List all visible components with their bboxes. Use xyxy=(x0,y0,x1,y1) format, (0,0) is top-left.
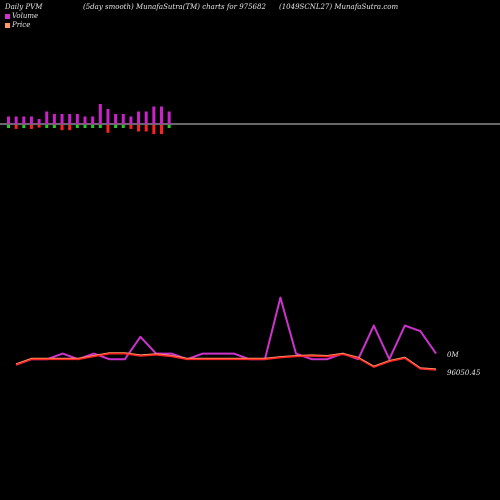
legend-volume: Volume xyxy=(5,12,38,20)
volume-bar-base xyxy=(106,125,110,133)
price-line xyxy=(15,352,437,371)
volume-bar-base xyxy=(75,125,79,128)
volume-bar-base xyxy=(7,125,10,128)
legend-volume-swatch xyxy=(5,13,10,19)
volume-bars xyxy=(7,104,171,135)
volume-bar xyxy=(152,106,156,124)
volume-bar xyxy=(137,111,141,124)
volume-bar-base xyxy=(52,125,56,128)
volume-bar xyxy=(45,111,49,124)
line-series xyxy=(15,296,437,371)
volume-bar-base xyxy=(83,125,87,128)
volume-bar xyxy=(121,114,125,124)
header-title: (5day smooth) MunafaSutra(TM) charts for… xyxy=(83,3,266,11)
volume-bar-base xyxy=(144,125,148,132)
volume-bar-base xyxy=(60,125,64,131)
volume-bar-base xyxy=(152,125,156,135)
legend-price: Price xyxy=(5,21,30,29)
volume-bar xyxy=(75,114,79,124)
volume-now-label: 0M xyxy=(447,351,459,359)
volume-bar-base xyxy=(37,125,41,128)
volume-bar-base xyxy=(68,125,72,131)
volume-bar xyxy=(83,116,87,124)
volume-bar xyxy=(29,116,33,124)
volume-bar-base xyxy=(167,125,171,128)
legend-price-label: Price xyxy=(12,21,31,29)
legend-price-swatch xyxy=(5,22,10,28)
volume-bar xyxy=(167,111,171,124)
volume-bar xyxy=(14,116,18,124)
volume-bar xyxy=(7,116,10,124)
header-right: (1049SCNL27) MunafaSutra.com xyxy=(279,3,399,11)
price-now-label: 96050.45 xyxy=(447,369,481,377)
volume-bar xyxy=(160,106,163,124)
volume-bar-base xyxy=(45,125,49,128)
volume-bar xyxy=(114,114,118,124)
volume-bar-base xyxy=(91,125,95,128)
volume-bar-base xyxy=(160,125,163,135)
volume-bar xyxy=(37,119,41,124)
legend-volume-label: Volume xyxy=(12,12,39,20)
volume-bar xyxy=(98,104,102,124)
volume-bar xyxy=(129,116,133,124)
volume-bar-base xyxy=(29,125,33,129)
volume-bar-base xyxy=(129,125,133,129)
volume-bar-base xyxy=(137,125,141,132)
volume-bar xyxy=(144,111,148,124)
volume-line xyxy=(15,296,437,366)
volume-bar-base xyxy=(121,125,125,128)
volume-bar xyxy=(106,109,110,124)
volume-bar-base xyxy=(98,125,102,128)
volume-bar xyxy=(22,116,26,124)
volume-bar xyxy=(91,116,95,124)
price-line-highlight xyxy=(15,352,437,370)
volume-bar xyxy=(68,114,72,124)
volume-bar-base xyxy=(114,125,118,128)
volume-bar-base xyxy=(22,125,26,128)
volume-bar xyxy=(52,114,56,124)
header-left: Daily PVM xyxy=(5,3,43,11)
volume-bar xyxy=(60,114,64,124)
volume-bar-base xyxy=(14,125,18,129)
